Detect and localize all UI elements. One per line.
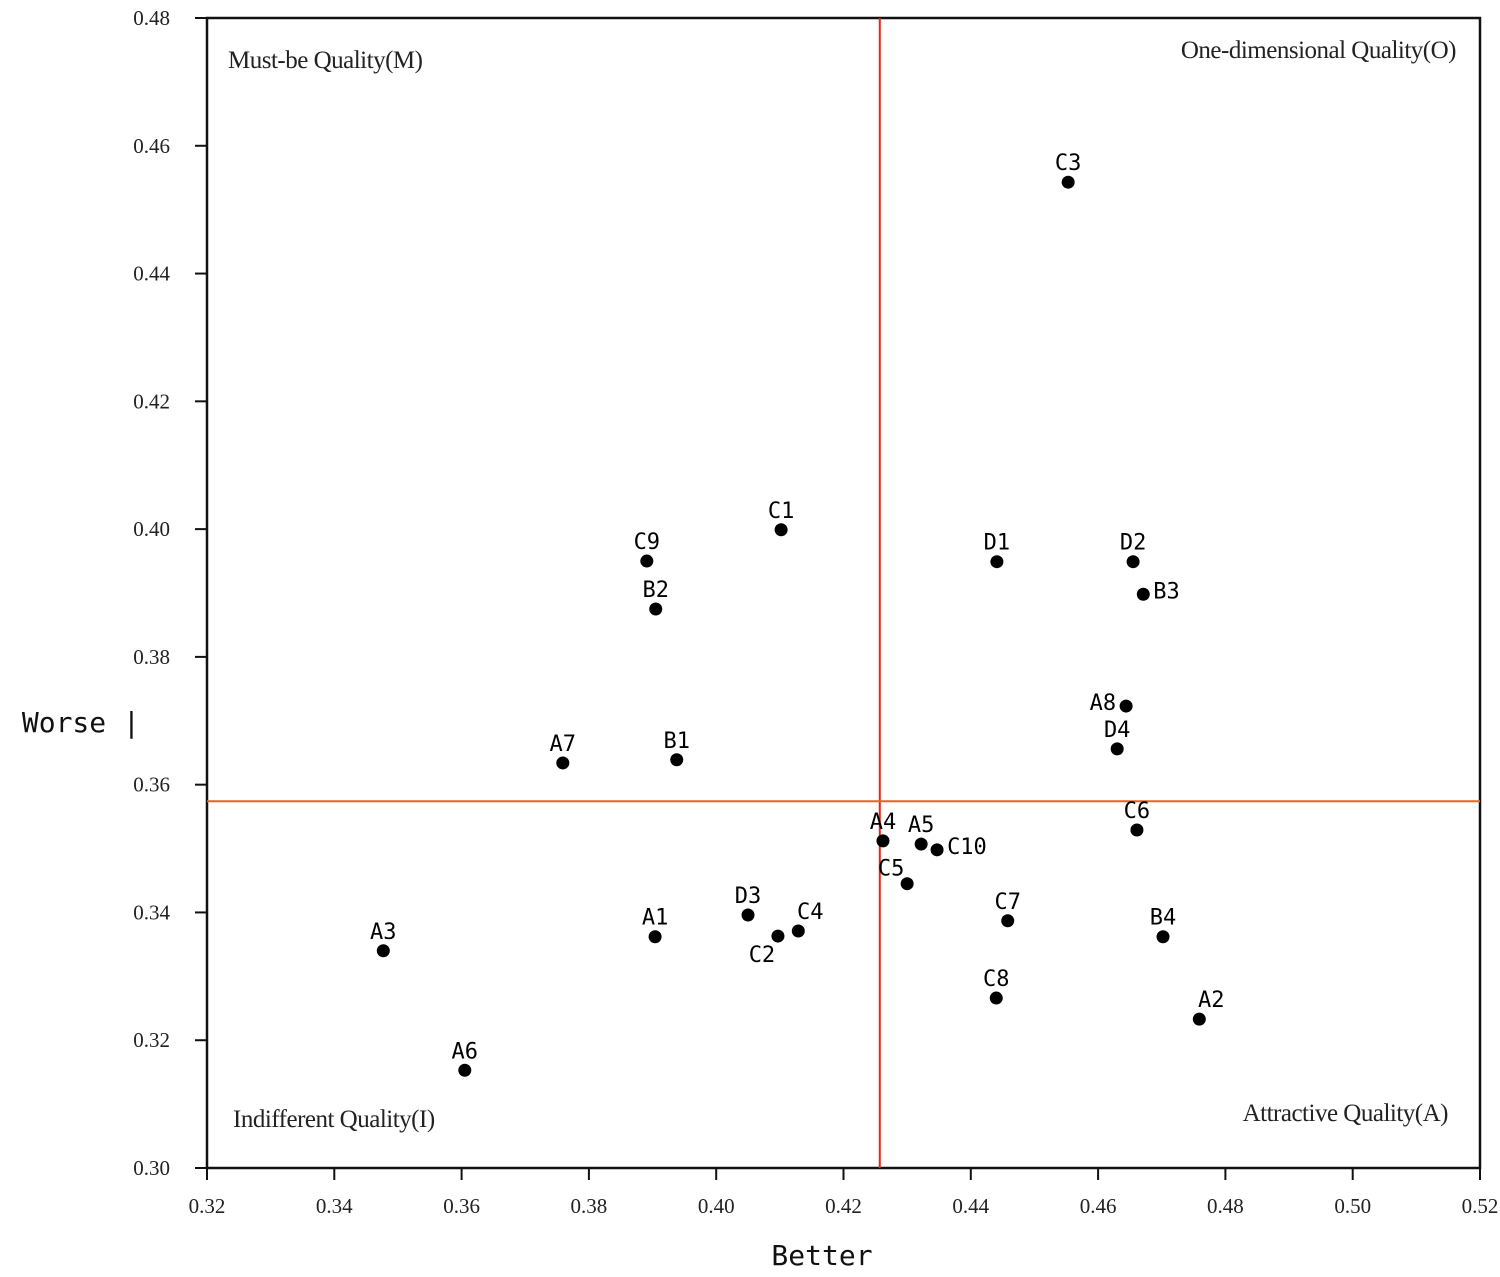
point-label-C6: C6 [1124, 799, 1151, 824]
point-A2 [1192, 1012, 1206, 1026]
point-label-A1: A1 [642, 906, 669, 931]
plot-frame [205, 16, 1482, 1170]
x-tick-label: 0.40 [698, 1194, 735, 1218]
point-label-D1: D1 [984, 531, 1011, 556]
point-label-C9: C9 [634, 530, 661, 555]
point-label-A2: A2 [1198, 988, 1225, 1013]
quadrant-label-must-be: Must-be Quality(M) [228, 47, 423, 74]
point-label-A4: A4 [870, 810, 897, 835]
point-B3 [1136, 587, 1150, 601]
quadrant-label-indifferent: Indifferent Quality(I) [233, 1106, 435, 1133]
point-D2 [1126, 555, 1140, 569]
point-label-C7: C7 [994, 890, 1021, 915]
point-A3 [376, 944, 390, 958]
point-label-C1: C1 [768, 499, 795, 524]
y-tick-label: 0.36 [133, 773, 170, 797]
point-B2 [649, 602, 663, 616]
point-label-C10: C10 [947, 835, 987, 860]
point-label-C4: C4 [797, 900, 824, 925]
point-label-A8: A8 [1090, 691, 1117, 716]
y-axis-label: | Worse | [0, 706, 140, 739]
point-label-C5: C5 [878, 857, 905, 882]
reference-lines [207, 18, 1480, 1168]
point-A4 [876, 834, 890, 848]
point-label-B3: B3 [1153, 579, 1180, 604]
x-tick-label: 0.46 [1080, 1194, 1117, 1218]
point-C6 [1130, 823, 1144, 837]
quadrant-label-attractive: Attractive Quality(A) [1243, 1100, 1449, 1127]
point-A6 [458, 1063, 472, 1077]
point-label-D2: D2 [1120, 531, 1147, 556]
x-tick-label: 0.34 [316, 1194, 353, 1218]
x-tick-label: 0.44 [952, 1194, 989, 1218]
point-label-A7: A7 [550, 732, 577, 757]
point-label-A6: A6 [452, 1039, 479, 1064]
point-C3 [1061, 175, 1075, 189]
x-tick-label: 0.42 [825, 1194, 862, 1218]
y-tick-label: 0.46 [133, 134, 170, 158]
y-tick-label: 0.34 [133, 900, 170, 924]
x-tick-label: 0.36 [443, 1194, 480, 1218]
x-tick-label: 0.32 [189, 1194, 226, 1218]
point-C1 [774, 523, 788, 537]
x-tick-label: 0.52 [1462, 1194, 1499, 1218]
x-tick-label: 0.50 [1334, 1194, 1371, 1218]
tick-labels: 0.32 0.34 0.36 0.38 0.40 0.42 0.44 0.46 0.48 0.50… [133, 6, 1498, 1218]
point-C7 [1001, 914, 1015, 928]
point-D1 [990, 555, 1004, 569]
point-C4 [791, 924, 805, 938]
point-A5 [914, 837, 928, 851]
y-tick-label: 0.40 [133, 517, 170, 541]
point-B4 [1156, 930, 1170, 944]
point-C8 [989, 991, 1003, 1005]
x-axis-label: Better [771, 1239, 872, 1272]
point-label-C2: C2 [749, 943, 776, 968]
y-tick-label: 0.32 [133, 1028, 170, 1052]
point-label-A3: A3 [370, 920, 397, 945]
y-tick-label: 0.48 [133, 6, 170, 30]
y-tick-label: 0.42 [133, 389, 170, 413]
axes [195, 16, 1482, 1180]
point-C2 [771, 929, 785, 943]
point-B1 [670, 753, 684, 767]
y-tick-label: 0.30 [133, 1156, 170, 1180]
y-tick-label: 0.44 [133, 262, 170, 286]
point-label-B1: B1 [663, 729, 690, 754]
quadrant-label-one-dimensional: One-dimensional Quality(O) [1181, 37, 1456, 64]
point-label-D3: D3 [735, 884, 762, 909]
y-tick-label: 0.38 [133, 645, 170, 669]
point-C9 [640, 554, 654, 568]
point-D3 [741, 908, 755, 922]
point-A1 [648, 930, 662, 944]
point-label-B2: B2 [642, 578, 669, 603]
point-C10 [930, 843, 944, 857]
point-label-C3: C3 [1055, 151, 1082, 176]
point-label-C8: C8 [983, 967, 1010, 992]
point-C5 [900, 877, 914, 891]
point-label-D4: D4 [1104, 718, 1131, 743]
x-tick-label: 0.38 [571, 1194, 608, 1218]
point-A7 [556, 756, 570, 770]
point-A8 [1119, 699, 1133, 713]
point-D4 [1110, 742, 1124, 756]
point-label-B4: B4 [1150, 906, 1177, 931]
point-label-A5: A5 [908, 813, 935, 838]
x-tick-label: 0.48 [1207, 1194, 1244, 1218]
